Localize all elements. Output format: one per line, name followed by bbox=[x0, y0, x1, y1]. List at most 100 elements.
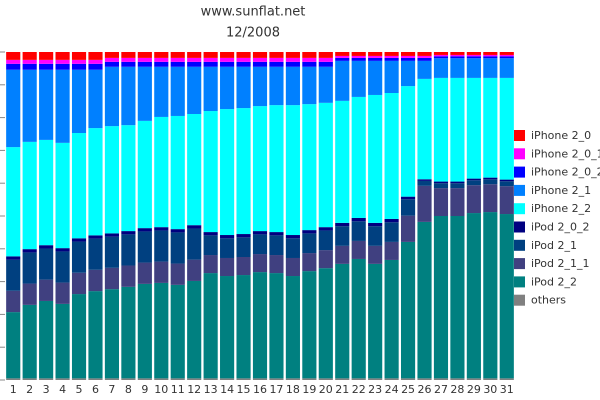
bar-segment bbox=[483, 378, 498, 380]
legend-swatch bbox=[514, 294, 525, 306]
bar-segment bbox=[22, 283, 37, 305]
bar-segment bbox=[137, 283, 152, 379]
bar-segment bbox=[6, 259, 21, 291]
bar-segment bbox=[220, 66, 235, 110]
bar-segment bbox=[55, 251, 70, 283]
bar-segment bbox=[220, 57, 235, 62]
bar-segment bbox=[450, 216, 465, 379]
bar-segment bbox=[121, 265, 136, 287]
bar-segment bbox=[170, 229, 185, 233]
bar-segment bbox=[6, 63, 21, 70]
x-tick-label: 12 bbox=[187, 383, 201, 396]
bar-segment bbox=[417, 55, 432, 58]
legend-label: iPod 2_1 bbox=[531, 239, 577, 252]
bar-segment bbox=[55, 142, 70, 249]
bar-segment bbox=[104, 57, 120, 62]
bar-segment bbox=[351, 221, 366, 241]
bar-segment bbox=[137, 52, 152, 58]
bar-segment bbox=[170, 263, 185, 285]
chart-subtitle: 12/2008 bbox=[226, 26, 280, 41]
bar-segment bbox=[368, 57, 383, 61]
bar-segment bbox=[71, 52, 87, 60]
bar-segment bbox=[368, 94, 383, 223]
bar-segment bbox=[252, 254, 268, 273]
bar-segment bbox=[71, 238, 87, 242]
bar-segment bbox=[170, 61, 185, 67]
bar-segment bbox=[466, 180, 481, 186]
bar-segment bbox=[203, 57, 218, 62]
bar-segment bbox=[285, 66, 300, 106]
bar-segment bbox=[483, 184, 498, 213]
x-tick-label: 6 bbox=[92, 383, 99, 396]
bar-segment bbox=[170, 115, 185, 230]
bar-segment bbox=[6, 147, 21, 257]
bar-segment bbox=[236, 57, 251, 62]
bar-segment bbox=[154, 230, 169, 262]
bar-segment bbox=[269, 57, 284, 62]
x-tick-label: 26 bbox=[418, 383, 432, 396]
bar-segment bbox=[137, 61, 152, 67]
bar-segment bbox=[483, 179, 498, 185]
bar-segment bbox=[252, 231, 268, 235]
bar-segment bbox=[285, 52, 300, 58]
bar-segment bbox=[252, 61, 268, 67]
bar-segment bbox=[285, 257, 300, 277]
bar-segment bbox=[220, 52, 235, 58]
bar-segment bbox=[187, 280, 202, 379]
x-tick-label: 5 bbox=[76, 383, 83, 396]
bar-segment bbox=[417, 185, 432, 222]
bar-segment bbox=[220, 378, 235, 380]
bar-segment bbox=[351, 96, 366, 218]
bar-segment bbox=[39, 69, 54, 140]
bar-segment bbox=[22, 249, 37, 253]
bar-segment bbox=[269, 61, 284, 67]
bar-segment bbox=[368, 245, 383, 264]
legend-label: iPhone 2_1 bbox=[531, 184, 591, 197]
bar-segment bbox=[400, 378, 416, 380]
bar-segment bbox=[121, 125, 136, 232]
bar-segment bbox=[285, 105, 300, 236]
bar-segment bbox=[417, 57, 432, 61]
bar-segment bbox=[318, 102, 333, 228]
bar-segment bbox=[187, 57, 202, 62]
bar-segment bbox=[22, 378, 37, 380]
bar-segment bbox=[368, 55, 383, 58]
bar-segment bbox=[104, 52, 120, 58]
bar-segment bbox=[335, 60, 350, 101]
bar-segment bbox=[55, 248, 70, 252]
bar-segment bbox=[252, 57, 268, 62]
bar-segment bbox=[203, 273, 218, 379]
bar-segment bbox=[335, 378, 350, 380]
legend-label: iPod 2_2 bbox=[531, 275, 577, 288]
bar-segment bbox=[433, 188, 449, 216]
bar-segment bbox=[499, 378, 514, 380]
legend-swatch bbox=[514, 276, 525, 288]
legend-swatch bbox=[514, 239, 525, 251]
bar-segment bbox=[499, 181, 514, 187]
bar-segment bbox=[104, 233, 120, 237]
bar-segment bbox=[104, 378, 120, 380]
bar-segment bbox=[450, 77, 465, 182]
bar-segment bbox=[450, 52, 465, 55]
legend-label: iPod 2_0_2 bbox=[531, 221, 590, 234]
bar-segment bbox=[154, 52, 169, 58]
bar-segment bbox=[6, 378, 21, 380]
bar-segment bbox=[88, 291, 103, 379]
bar-segment bbox=[137, 120, 152, 229]
bar-segment bbox=[121, 378, 136, 380]
bar-segment bbox=[88, 69, 103, 129]
bar-segment bbox=[187, 66, 202, 114]
bar-segment bbox=[121, 286, 136, 379]
bar-segment bbox=[154, 116, 169, 228]
bar-segment bbox=[6, 312, 21, 379]
bar-segment bbox=[450, 58, 465, 78]
bar-segment bbox=[121, 234, 136, 266]
legend-label: iPhone 2_2 bbox=[531, 202, 591, 215]
bar-segment bbox=[236, 378, 251, 380]
bar-segment bbox=[22, 59, 37, 64]
bar-segment bbox=[499, 58, 514, 78]
bar-segment bbox=[285, 61, 300, 67]
bar-segment bbox=[483, 177, 498, 180]
bar-segment bbox=[384, 378, 399, 380]
bar-segment bbox=[417, 179, 432, 181]
